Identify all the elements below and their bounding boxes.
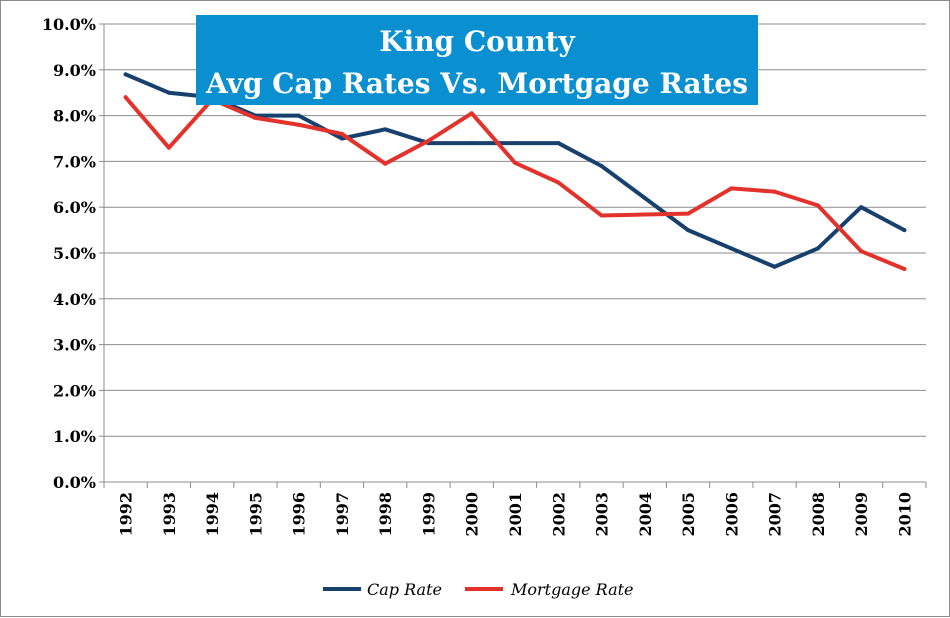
data-point-mortgage-rate — [469, 111, 474, 116]
data-point-cap-rate — [729, 246, 734, 251]
x-tick-label: 2009 — [852, 492, 871, 537]
x-tick-label: 2000 — [463, 492, 482, 537]
data-point-cap-rate — [642, 196, 647, 201]
data-point-cap-rate — [902, 228, 907, 233]
data-point-mortgage-rate — [426, 138, 431, 143]
data-point-mortgage-rate — [686, 211, 691, 216]
y-tick-label: 3.0% — [53, 336, 96, 355]
data-point-mortgage-rate — [902, 267, 907, 272]
y-tick-label: 4.0% — [53, 290, 96, 309]
legend: Cap Rate Mortgage Rate — [323, 580, 634, 599]
legend-label-cap-rate: Cap Rate — [367, 580, 442, 599]
data-point-mortgage-rate — [253, 115, 258, 120]
data-point-mortgage-rate — [123, 95, 128, 100]
data-point-cap-rate — [296, 113, 301, 118]
data-point-mortgage-rate — [166, 145, 171, 150]
x-tick-label: 1999 — [419, 492, 438, 537]
x-tick-label: 1998 — [376, 492, 395, 537]
legend-label-mortgage-rate: Mortgage Rate — [510, 580, 634, 599]
x-tick-label: 1994 — [203, 492, 222, 537]
data-point-mortgage-rate — [513, 160, 517, 165]
y-tick-label: 10.0% — [42, 15, 96, 34]
y-tick-labels: 0.0% 1.0% 2.0% 3.0% 4.0% 5.0% 6.0% 7.0% 8.0% 9.0%… — [42, 15, 104, 492]
x-tick-label: 2008 — [809, 492, 828, 537]
x-tick-label: 2004 — [636, 492, 655, 537]
y-tick-label: 5.0% — [53, 244, 96, 263]
data-point-cap-rate — [686, 228, 691, 233]
x-tick-label: 2002 — [549, 492, 568, 537]
data-point-cap-rate — [339, 136, 344, 141]
x-tick-label: 1997 — [333, 492, 352, 537]
data-point-mortgage-rate — [642, 212, 647, 217]
title-background — [196, 15, 758, 105]
data-point-cap-rate — [815, 246, 820, 251]
data-point-mortgage-rate — [556, 180, 561, 185]
x-tick-label: 2003 — [593, 492, 612, 537]
y-tick-label: 6.0% — [53, 198, 96, 217]
data-point-mortgage-rate — [772, 189, 777, 194]
title-line-2: Avg Cap Rates Vs. Mortgage Rates — [205, 67, 748, 100]
x-tick-label: 2007 — [766, 492, 785, 537]
data-point-cap-rate — [166, 90, 171, 95]
data-point-mortgage-rate — [599, 213, 604, 218]
data-point-cap-rate — [469, 141, 474, 146]
y-tick-label: 1.0% — [53, 427, 96, 446]
x-tick-label: 1993 — [160, 492, 179, 537]
x-tick-label: 2005 — [679, 492, 698, 537]
x-tick-label: 1996 — [290, 492, 309, 537]
data-point-cap-rate — [772, 264, 777, 269]
y-tick-label: 9.0% — [53, 61, 96, 80]
data-point-mortgage-rate — [815, 203, 820, 208]
x-tick-label: 2001 — [506, 492, 525, 537]
data-point-mortgage-rate — [383, 161, 388, 166]
data-point-mortgage-rate — [729, 186, 734, 191]
data-point-cap-rate — [513, 141, 517, 146]
data-point-mortgage-rate — [859, 249, 864, 254]
x-tick-label: 1992 — [117, 492, 136, 537]
series-line-mortgage-rate — [123, 95, 907, 272]
y-tick-label: 7.0% — [53, 152, 96, 171]
data-point-mortgage-rate — [296, 122, 301, 127]
series-lines — [123, 72, 907, 272]
x-tick-labels: 1992 1993 1994 1995 1996 1997 1998 1999 2000 2001… — [103, 482, 927, 537]
data-point-cap-rate — [123, 72, 128, 77]
data-point-cap-rate — [383, 127, 388, 132]
chart-title: King County Avg Cap Rates Vs. Mortgage R… — [196, 15, 758, 105]
data-point-cap-rate — [859, 205, 864, 210]
data-point-cap-rate — [556, 141, 561, 146]
data-point-mortgage-rate — [339, 131, 344, 136]
x-tick-label: 2006 — [722, 492, 741, 537]
data-point-cap-rate — [599, 163, 604, 168]
title-line-1: King County — [379, 25, 575, 58]
x-tick-label: 1995 — [246, 492, 265, 537]
y-tick-label: 0.0% — [53, 473, 96, 492]
y-tick-label: 8.0% — [53, 107, 96, 126]
y-tick-label: 2.0% — [53, 381, 96, 400]
x-tick-label: 2010 — [895, 492, 914, 537]
